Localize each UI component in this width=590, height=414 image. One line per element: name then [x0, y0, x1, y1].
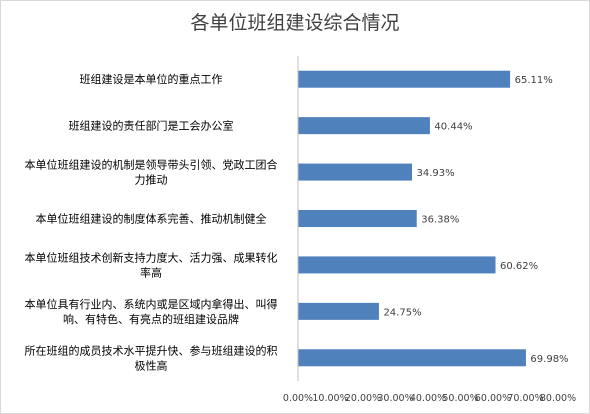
x-axis-ticks: 0.00% 10.00%20.00%30.00%40.00%50.00%60.00… [283, 393, 576, 404]
x-tick-label: 50.00% [442, 393, 478, 404]
bar [298, 302, 379, 320]
x-tick-label: 10.00% [312, 393, 348, 404]
value-labels: 65.11% 40.44% 34.93% 36.38% 60.62% 24.75% 69.9… [383, 75, 568, 365]
bars-group [298, 70, 526, 367]
value-label: 36.38% [421, 215, 459, 226]
x-tick-label: 30.00% [377, 393, 413, 404]
value-label: 24.75% [383, 307, 421, 318]
category-label: 本单位班组建设的制度体系完善、推动机制健全 [36, 212, 267, 226]
x-tick-label: 70.00% [507, 393, 543, 404]
category-label: 本单位班组建设的机制是领导带头引领、党政工团合力推动 [25, 158, 278, 187]
bar [298, 70, 511, 88]
value-label: 34.93% [417, 168, 455, 179]
x-tick-label: 20.00% [345, 393, 381, 404]
category-label: 本单位具有行业内、系统内或是区域内拿得出、叫得响、有特色、有亮点的班组建设品牌 [25, 297, 278, 326]
chart-title: 各单位班组建设综合情况 [190, 12, 399, 34]
category-label: 班组建设的责任部门是工会办公室 [69, 119, 234, 133]
bar [298, 210, 417, 227]
bar [298, 349, 526, 367]
x-tick-label: 60.00% [475, 393, 511, 404]
bar [298, 163, 413, 181]
value-label: 60.62% [500, 261, 538, 272]
x-tick-label: 80.00% [540, 393, 576, 404]
category-label: 班组建设是本单位的重点工作 [80, 72, 223, 86]
category-labels: 班组建设是本单位的重点工作班组建设的责任部门是工会办公室本单位班组建设的机制是领… [25, 72, 278, 372]
category-label: 本单位班组技术创新支持力度大、活力强、成果转化率高 [25, 250, 278, 279]
x-tick-label: 40.00% [410, 393, 446, 404]
value-label: 65.11% [515, 75, 553, 86]
category-label: 所在班组的成员技术水平提升快、参与班组建设的积极性高 [25, 343, 278, 372]
x-tick-label: 0.00% [283, 393, 313, 404]
value-label: 40.44% [434, 122, 472, 133]
bar [298, 256, 496, 274]
value-label: 69.98% [530, 354, 568, 365]
bar [298, 117, 430, 135]
